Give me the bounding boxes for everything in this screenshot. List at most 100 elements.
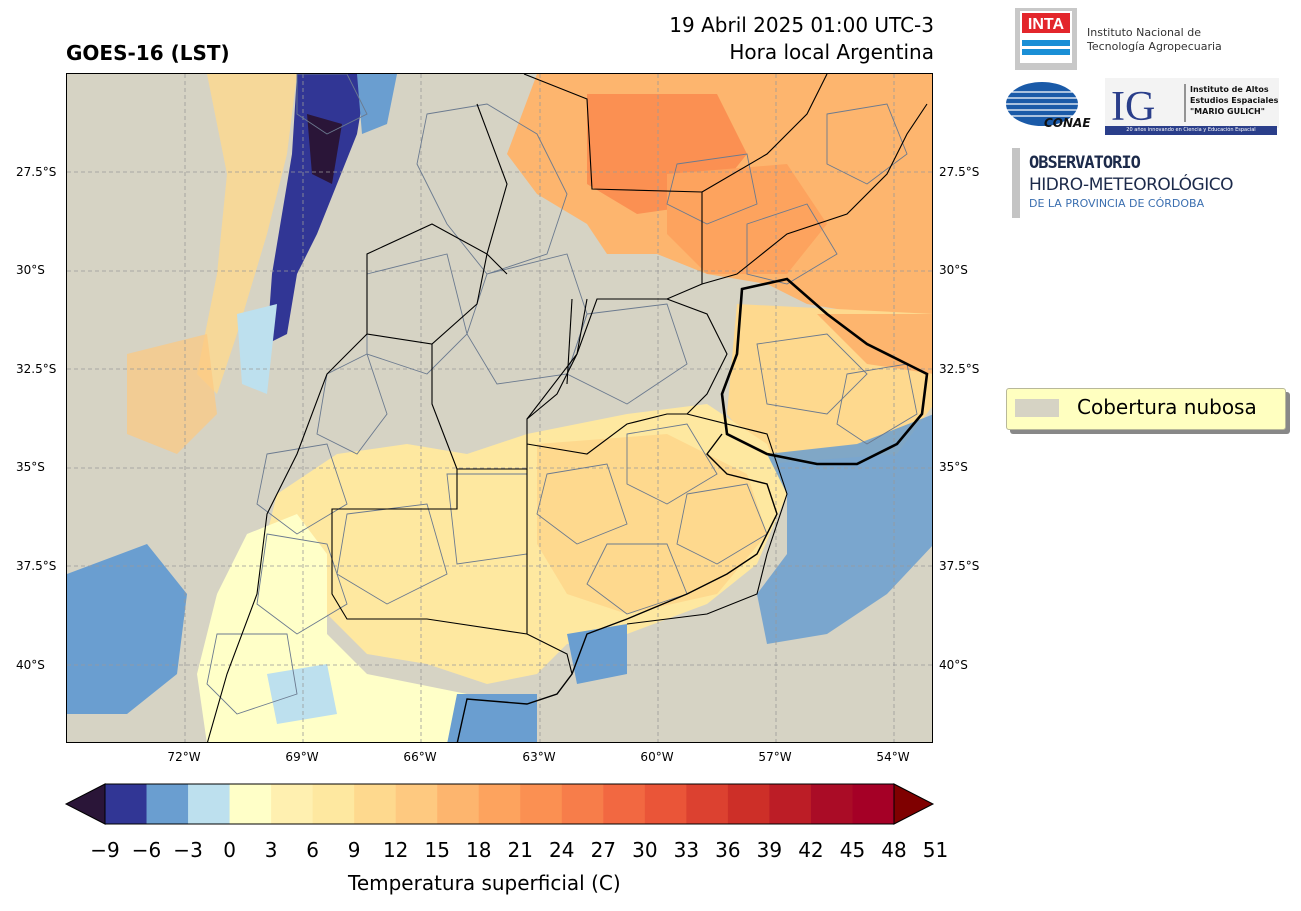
province-borders (206, 74, 928, 742)
colorbar-outline (104, 783, 895, 825)
observatorio-line2: HIDRO-METEOROLÓGICO (1029, 175, 1233, 195)
inta-name-line2: Tecnología Agropecuaria (1087, 40, 1222, 53)
colorbar-tick-label: −6 (131, 838, 162, 862)
lon-label: 60°W (640, 750, 674, 764)
colorbar-under-arrow (64, 783, 106, 825)
colorbar-tick-label: 18 (466, 838, 492, 862)
colorbar-tick-label: 24 (549, 838, 575, 862)
colorbar-tick-label: 3 (264, 838, 278, 862)
lat-label-right: 30°S (939, 263, 968, 277)
lon-label: 63°W (522, 750, 556, 764)
ocean-cool-bay (567, 624, 627, 684)
colorbar-tick-label: −3 (173, 838, 203, 862)
colorbar-tick-label: 30 (632, 838, 658, 862)
conae-wordmark: CONAE (1044, 116, 1091, 130)
colorbar-tick-label: 45 (839, 838, 866, 862)
inta-mark: INTA (1028, 16, 1065, 33)
colorbar-cell (644, 784, 687, 824)
lon-label: 66°W (403, 750, 437, 764)
warm-strip-west (197, 74, 297, 394)
colorbar-tick-label: 15 (424, 838, 450, 862)
inta-name-line1: Instituto Nacional de (1087, 26, 1201, 39)
ocean-cool-east (757, 414, 932, 644)
colorbar-tick-label: −9 (90, 838, 120, 862)
warm-patch-chile (127, 334, 217, 454)
colorbar-cell (146, 784, 189, 824)
colorbar-tick-label: 12 (382, 838, 409, 862)
colorbar-cell (810, 784, 853, 824)
colorbar-cell (188, 784, 231, 824)
colorbar-over-arrow (893, 783, 935, 825)
colorbar-cell (727, 784, 770, 824)
inta-name: Instituto Nacional de Tecnología Agropec… (1087, 26, 1222, 54)
cool-patch-south (267, 664, 337, 724)
ig-footer: 20 años innovando en Ciencia y Educación… (1105, 126, 1277, 135)
lat-label-left: 40°S (16, 658, 45, 672)
colorbar-cell (478, 784, 521, 824)
lat-label-right: 27.5°S (939, 165, 980, 179)
colorbar-tick-label: 21 (507, 838, 533, 862)
lon-label: 69°W (285, 750, 319, 764)
observatorio-bar (1012, 148, 1020, 218)
lat-label-right: 40°S (939, 658, 968, 672)
colorbar-cell (229, 784, 272, 824)
cold-patch-north (357, 74, 397, 134)
warm-region-corrientes (667, 164, 827, 274)
timestamp-block: 19 Abril 2025 01:00 UTC-3 Hora local Arg… (669, 12, 934, 66)
ig-name: Instituto de Altos Estudios Espaciales "… (1190, 84, 1278, 117)
ig-logo: IG (1105, 78, 1279, 128)
colorbar-cell (312, 784, 355, 824)
colorbar-cell (395, 784, 438, 824)
colorbar-tick-label: 9 (347, 838, 361, 862)
ig-name-line3: "MARIO GULICH" (1190, 107, 1265, 116)
cloud-cover-label: Cobertura nubosa (1077, 395, 1257, 419)
lat-label-right: 37.5°S (939, 559, 980, 573)
ocean-cool-south (447, 694, 537, 742)
colorbar-cell (852, 784, 895, 824)
colorbar-tick-label: 42 (798, 838, 824, 862)
lat-label-left: 37.5°S (16, 559, 57, 573)
lat-label-left: 32.5°S (16, 362, 57, 376)
inta-logo: INTA (1015, 8, 1077, 70)
colorbar-cell (437, 784, 480, 824)
colorbar-cell (354, 784, 397, 824)
lat-label-left: 35°S (16, 460, 45, 474)
datetime-label: 19 Abril 2025 01:00 UTC-3 (669, 13, 934, 37)
lat-label-right: 32.5°S (939, 362, 980, 376)
lon-label: 57°W (758, 750, 792, 764)
colorbar-tick-label: 33 (673, 838, 700, 862)
lon-label: 54°W (876, 750, 910, 764)
colorbar-cell (561, 784, 604, 824)
lat-label-left: 30°S (16, 263, 45, 277)
colorbar-cell (520, 784, 563, 824)
colorbar-tick-label: 48 (881, 838, 907, 862)
colorbar-cells (105, 784, 895, 824)
department-borders (206, 74, 918, 715)
colorbar-tick-label: 36 (715, 838, 741, 862)
local-time-label: Hora local Argentina (729, 40, 934, 64)
lon-label: 72°W (167, 750, 201, 764)
colorbar-tick-label: 39 (756, 838, 783, 862)
colorbar-cell (105, 784, 148, 824)
cloud-cover-legend: Cobertura nubosa (1006, 388, 1286, 430)
colorbar-tick-label: 0 (223, 838, 236, 862)
conae-logo (1006, 82, 1078, 126)
colorbar-tick-label: 27 (590, 838, 617, 862)
colorbar-cell (686, 784, 729, 824)
coastline (456, 433, 778, 742)
cloud-cover-swatch (1015, 399, 1059, 417)
lat-label-right: 35°S (939, 460, 968, 474)
cool-patch-andes (237, 304, 277, 394)
map-title: GOES-16 (LST) (66, 41, 230, 65)
lst-map (66, 73, 933, 743)
observatorio-line3: DE LA PROVINCIA DE CÓRDOBA (1029, 197, 1205, 210)
observatorio-line1: OBSERVATORIO (1029, 153, 1141, 173)
lat-label-left: 27.5°S (16, 165, 57, 179)
colorbar-cell (603, 784, 646, 824)
uruguay-border (720, 277, 929, 466)
cold-band-andes (267, 74, 367, 344)
colorbar-tick-label: 6 (306, 838, 319, 862)
ig-name-line2: Estudios Espaciales (1190, 96, 1279, 105)
gridlines (67, 74, 932, 742)
ig-mark: IG (1111, 84, 1155, 128)
